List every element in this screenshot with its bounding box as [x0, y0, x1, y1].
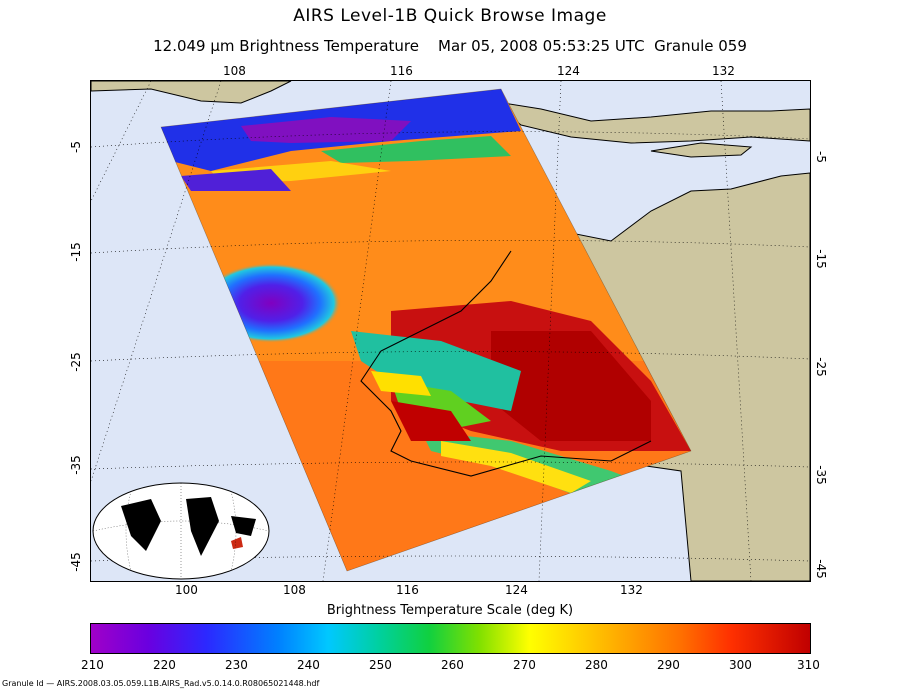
top-lon-label: 124 — [557, 64, 580, 78]
map-panel — [90, 80, 811, 582]
bottom-lon-label: 124 — [505, 583, 528, 597]
indonesia-islands — [489, 100, 810, 144]
inset-globe — [92, 482, 270, 580]
bottom-lon-label: 108 — [283, 583, 306, 597]
top-lon-label: 108 — [223, 64, 246, 78]
colorbar-tick: 250 — [369, 658, 392, 672]
right-lat-label: -35 — [813, 465, 828, 485]
bottom-lon-label: 100 — [175, 583, 198, 597]
top-lon-label: 116 — [390, 64, 413, 78]
colorbar-tick: 290 — [657, 658, 680, 672]
borneo-java-land — [91, 81, 292, 104]
colorbar-tick: 210 — [81, 658, 104, 672]
left-lat-label: -35 — [68, 455, 83, 475]
page-subtitle: 12.049 μm Brightness Temperature Mar 05,… — [153, 37, 747, 55]
colorbar-tick: 280 — [585, 658, 608, 672]
colorbar-tick: 270 — [513, 658, 536, 672]
colorbar-tick: 300 — [729, 658, 752, 672]
right-lat-label: -25 — [813, 357, 828, 377]
colorbar — [90, 623, 811, 654]
colorbar-title: Brightness Temperature Scale (deg K) — [326, 603, 574, 618]
bottom-lon-label: 116 — [396, 583, 419, 597]
granule-id: Granule Id — AIRS.2008.03.05.059.L1B.AIR… — [2, 679, 320, 688]
timor-island — [650, 142, 753, 158]
graticule — [91, 81, 810, 581]
map-svg — [91, 81, 810, 581]
left-lat-label: -45 — [68, 552, 83, 572]
right-lat-label: -5 — [813, 151, 828, 163]
colorbar-tick: 230 — [225, 658, 248, 672]
top-lon-label: 132 — [712, 64, 735, 78]
left-lat-label: -15 — [68, 242, 83, 262]
right-lat-label: -45 — [813, 559, 828, 579]
colorbar-tick: 310 — [797, 658, 820, 672]
colorbar-tick: 220 — [153, 658, 176, 672]
left-lat-label: -5 — [68, 141, 83, 153]
left-lat-label: -25 — [68, 352, 83, 372]
colorbar-tick: 240 — [297, 658, 320, 672]
page-title: AIRS Level-1B Quick Browse Image — [293, 6, 607, 26]
bottom-lon-label: 132 — [620, 583, 643, 597]
right-lat-label: -15 — [813, 249, 828, 269]
colorbar-tick: 260 — [441, 658, 464, 672]
